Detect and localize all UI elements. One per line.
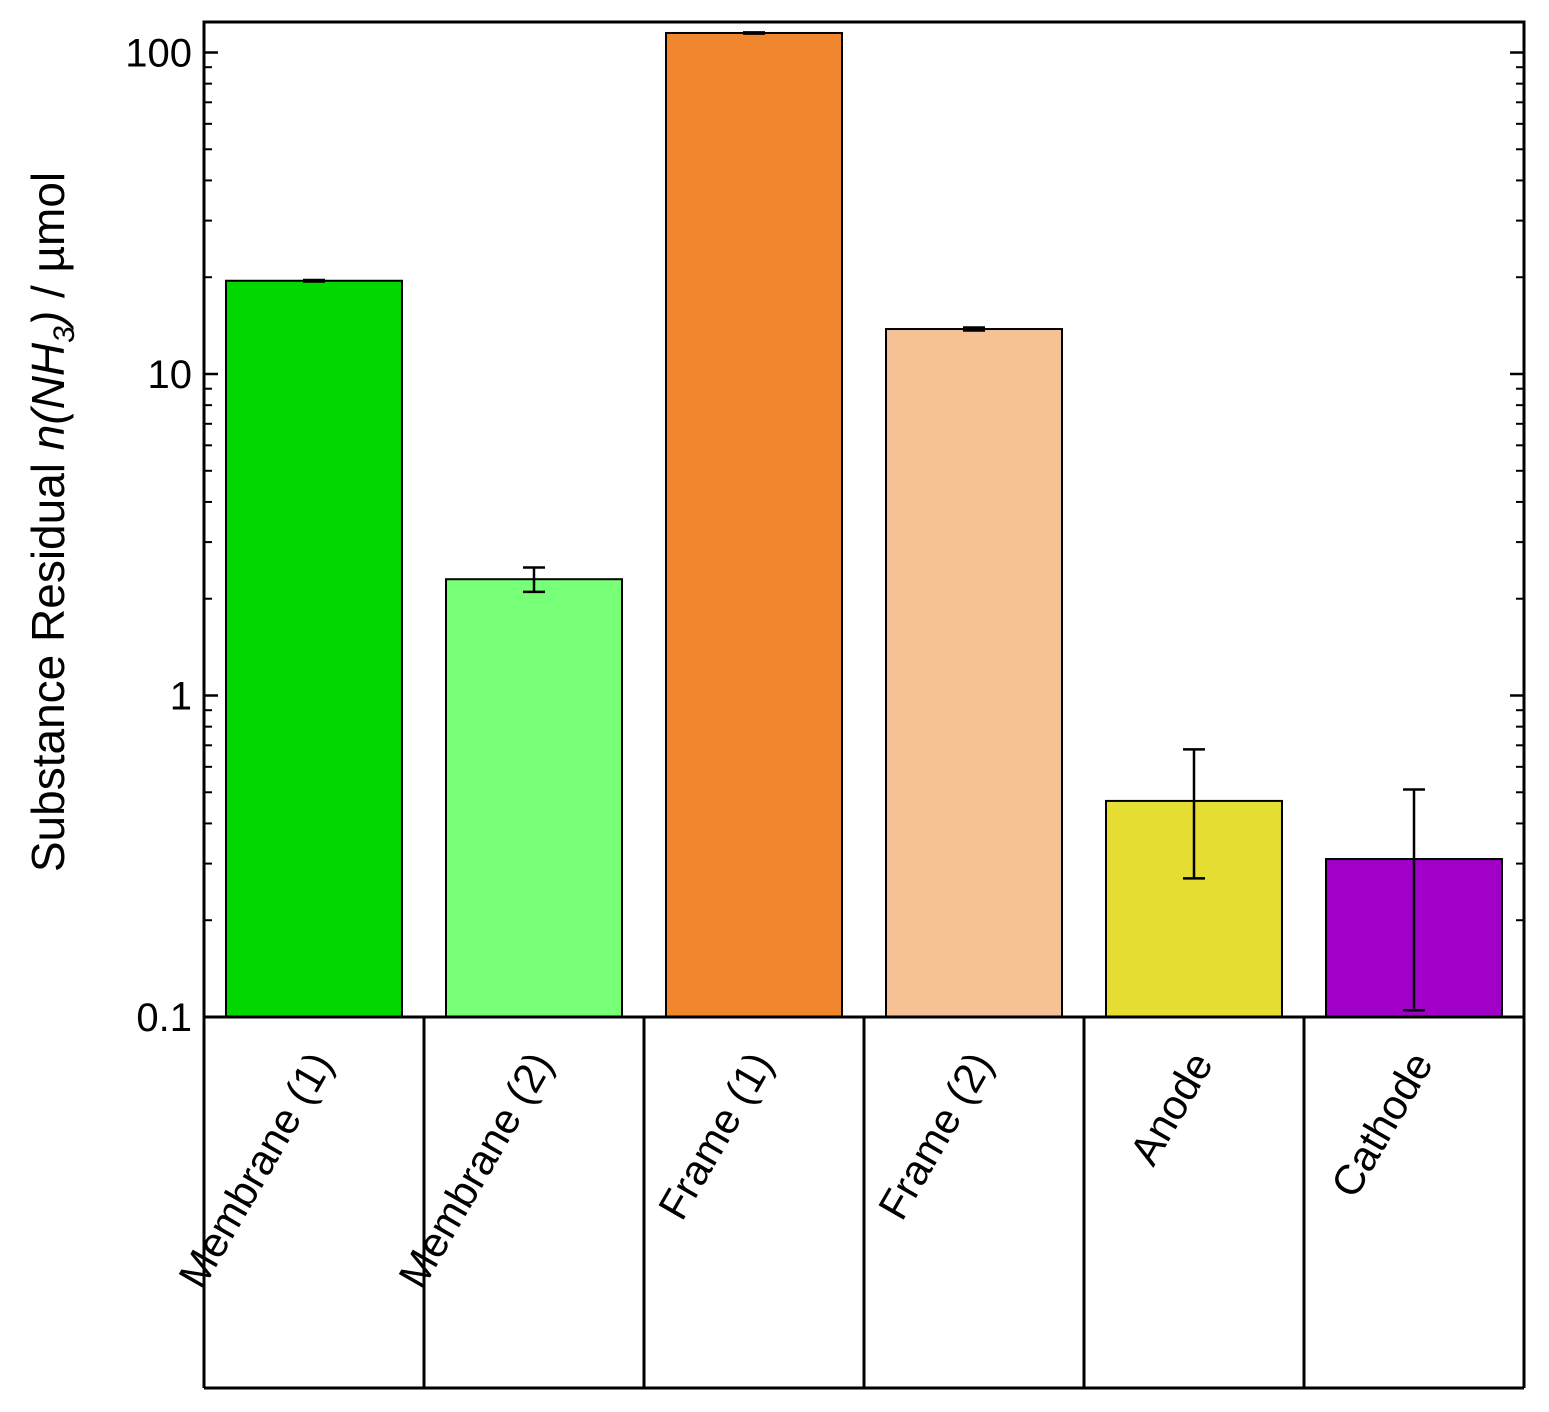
y-axis-title-subscript: 3 bbox=[48, 326, 81, 343]
category-label-1: Membrane (2) bbox=[389, 1044, 562, 1296]
bar-1 bbox=[445, 578, 623, 1019]
bar-3 bbox=[885, 328, 1063, 1018]
y-axis-title-prefix: Substance Residual bbox=[22, 450, 74, 872]
category-label-4: Anode bbox=[1120, 1044, 1221, 1173]
error-bars-group bbox=[303, 31, 1425, 1012]
y-axis-title-close: ) bbox=[22, 311, 74, 331]
y-axis-title-var: n bbox=[22, 425, 74, 451]
category-axis: Membrane (1) Membrane (2) Frame (1) Frame (… bbox=[169, 1017, 1526, 1390]
category-label-0: Membrane (1) bbox=[169, 1044, 342, 1296]
bar-2 bbox=[665, 31, 843, 1018]
y-axis-title-species: (NH bbox=[22, 342, 74, 425]
plot-frame bbox=[202, 20, 1526, 1019]
bar-0 bbox=[225, 279, 403, 1019]
category-label-2: Frame (1) bbox=[649, 1044, 782, 1227]
bars-group bbox=[225, 31, 1503, 1019]
y-tick-label-2: 10 bbox=[148, 353, 193, 397]
category-label-3: Frame (2) bbox=[869, 1044, 1002, 1227]
y-tick-label-1: 1 bbox=[170, 675, 192, 719]
category-label-5: Cathode bbox=[1322, 1044, 1442, 1205]
y-axis-title: Substance Residual n(NH3) / µmol bbox=[22, 172, 81, 872]
y-tick-label-3: 100 bbox=[125, 32, 192, 76]
y-tick-label-0: 0.1 bbox=[136, 996, 192, 1040]
y-axis-title-unit: / µmol bbox=[22, 172, 74, 311]
